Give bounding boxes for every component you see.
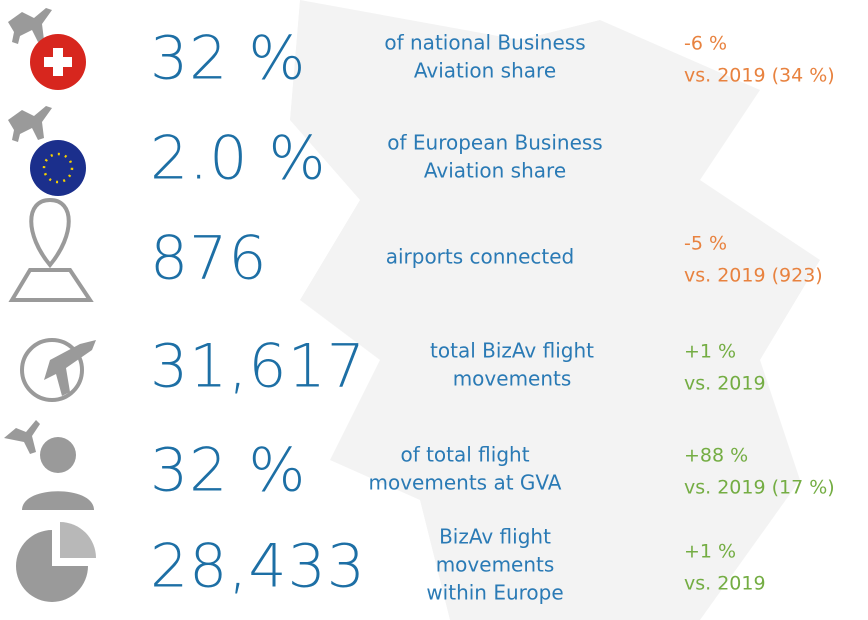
plane-icon — [8, 8, 52, 44]
description: movements — [453, 367, 572, 391]
change: +88 % — [684, 445, 748, 467]
figure: 32 % — [150, 436, 306, 506]
pin-icon — [29, 197, 71, 269]
comparison: vs. 2019 — [684, 373, 766, 395]
description: movements at GVA — [369, 471, 562, 495]
comparison: vs. 2019 (34 %) — [684, 65, 835, 87]
comparison: vs. 2019 (17 %) — [684, 477, 835, 499]
description: Aviation share — [424, 159, 566, 183]
change: -5 % — [684, 233, 727, 255]
eu-flag — [30, 140, 86, 196]
figure: 32 % — [150, 24, 306, 94]
person-body — [22, 491, 94, 510]
figure: 876 — [150, 224, 268, 294]
map-icon — [8, 268, 94, 302]
figure: 2.0 % — [150, 124, 327, 194]
description: BizAv flight — [439, 525, 551, 549]
plane-icon — [4, 420, 40, 454]
person-head — [40, 437, 76, 473]
pie-icon — [16, 530, 88, 602]
description: of total flight — [400, 443, 529, 467]
description: Aviation share — [414, 59, 556, 83]
figure: 28,433 — [150, 532, 366, 602]
change: +1 % — [684, 341, 736, 363]
plane-icon — [44, 340, 96, 396]
description: of national Business — [384, 31, 585, 55]
change: +1 % — [684, 541, 736, 563]
figure: 31,617 — [150, 332, 366, 402]
icons — [4, 8, 96, 602]
plane-icon — [8, 106, 52, 142]
description: within Europe — [426, 581, 563, 605]
comparison: vs. 2019 — [684, 573, 766, 595]
comparison: vs. 2019 (923) — [684, 265, 823, 287]
description: airports connected — [386, 245, 575, 269]
globe-icon — [20, 338, 84, 402]
description: total BizAv flight — [430, 339, 594, 363]
change: -6 % — [684, 33, 727, 55]
map-background — [290, 0, 820, 620]
eu-stars — [42, 152, 74, 184]
swiss-cross — [44, 48, 72, 76]
pie-slice-icon — [60, 522, 96, 558]
description: movements — [436, 553, 555, 577]
description: of European Business — [387, 131, 602, 155]
